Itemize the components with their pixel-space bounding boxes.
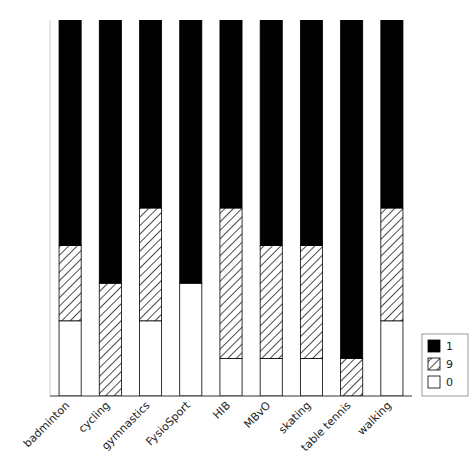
x-tick-label: cycling <box>76 399 113 436</box>
legend: 1 9 0 <box>422 334 468 396</box>
bar-segment <box>300 358 322 396</box>
bars <box>59 20 403 396</box>
chart-container: badmintoncyclinggymnasticsFysioSport HIB M… <box>0 0 474 474</box>
x-axis-line <box>50 396 412 397</box>
bar-segment <box>180 283 202 396</box>
legend-swatch <box>428 376 440 388</box>
bar-segment <box>59 20 81 246</box>
chart: badmintoncyclinggymnasticsFysioSport HIB M… <box>0 0 474 474</box>
bar-segment <box>260 246 282 359</box>
x-tick-label: FysioSport <box>143 398 193 448</box>
legend-frame <box>422 334 468 396</box>
bar-segment <box>59 246 81 321</box>
legend-label: 9 <box>446 358 453 371</box>
x-tick-label: MBvO <box>241 399 273 431</box>
legend-label: 0 <box>446 376 453 389</box>
bar-segment <box>381 20 403 208</box>
bar-segment <box>381 208 403 321</box>
bar-segment <box>260 358 282 396</box>
legend-swatch <box>428 358 440 370</box>
bar-segment <box>139 321 161 396</box>
bar-segment <box>220 358 242 396</box>
bar-segment <box>180 20 202 283</box>
bar-segment <box>59 321 81 396</box>
bar-segment <box>220 208 242 358</box>
bar-segment <box>341 358 363 396</box>
bar-segment <box>220 20 242 208</box>
bar-segment <box>139 208 161 321</box>
bar-segment <box>300 20 322 246</box>
y-axis-line <box>50 20 51 396</box>
legend-swatch <box>428 340 440 352</box>
bar-segment <box>139 20 161 208</box>
x-tick-label: gymnastics <box>99 399 153 453</box>
bar-segment <box>99 283 121 396</box>
legend-label: 1 <box>446 340 453 353</box>
bar-segment <box>260 20 282 246</box>
bar-segment <box>341 20 363 358</box>
x-tick-label: HIB <box>210 399 233 422</box>
x-tick-label: skating <box>276 399 313 436</box>
bar-segment <box>99 20 121 283</box>
x-tick-label: badminton <box>21 399 72 450</box>
x-tick-label: table tennis <box>299 399 354 454</box>
x-tick-label: walking <box>355 399 394 438</box>
bar-segment <box>381 321 403 396</box>
bar-segment <box>300 246 322 359</box>
